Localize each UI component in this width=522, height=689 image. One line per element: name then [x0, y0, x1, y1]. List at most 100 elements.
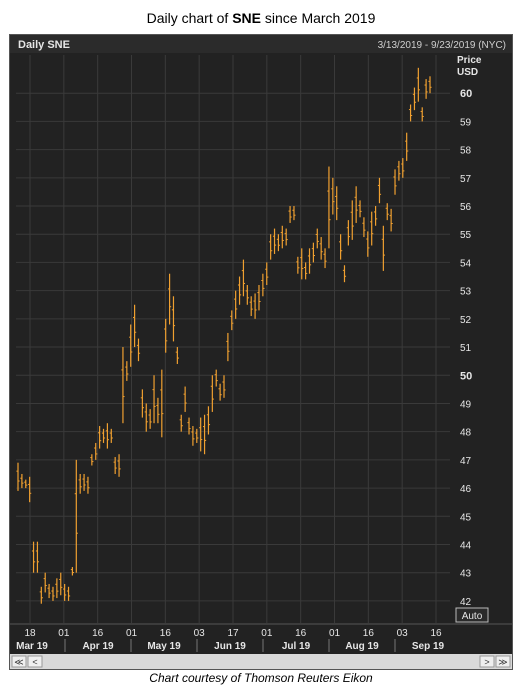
price-bar [389, 208, 393, 232]
price-bar [401, 158, 405, 178]
price-axis-title: Price [457, 55, 482, 66]
price-bar [339, 234, 343, 260]
price-bar [416, 67, 420, 102]
price-bar [63, 583, 67, 601]
price-bar [288, 206, 292, 223]
price-bar [377, 177, 382, 204]
price-bar [78, 473, 82, 494]
price-bar [420, 107, 424, 122]
price-bar [179, 414, 183, 432]
price-bar [366, 231, 370, 257]
price-bars [16, 67, 432, 604]
x-day-tick-label: 01 [58, 628, 70, 639]
chart-header-bar [10, 35, 512, 53]
title-ticker: SNE [232, 10, 261, 26]
price-bar [245, 285, 249, 305]
price-bar [121, 347, 125, 424]
price-bar [16, 462, 20, 491]
price-bar [43, 572, 47, 593]
price-bar [101, 428, 106, 443]
scroll-left-icon: < [32, 657, 37, 667]
y-tick-label: 47 [460, 456, 472, 467]
chart-series-label: Daily SNE [18, 39, 70, 51]
auto-scale-button[interactable]: Auto [455, 607, 489, 623]
x-day-tick-label: 03 [397, 628, 409, 639]
price-axis: 42 43 44 45 46 47 48 49 50 51 52 53 54 55 56 57 58 59 60 [460, 88, 472, 608]
price-bar [202, 414, 207, 455]
price-bar [199, 417, 203, 452]
price-bar [304, 262, 308, 280]
price-bar [335, 186, 339, 221]
price-bar [350, 200, 354, 240]
price-bar [55, 578, 59, 599]
price-bar [20, 473, 24, 489]
price-bar [206, 406, 211, 435]
title-suffix: since March 2019 [260, 10, 376, 26]
price-bar [241, 259, 246, 297]
price-bar [362, 217, 366, 238]
price-bar [152, 375, 156, 424]
y-tick-label: 43 [460, 569, 472, 580]
price-bar [109, 428, 113, 443]
price-bar [370, 211, 374, 246]
x-day-tick-label: 03 [194, 628, 206, 639]
date-axis: 18 01 16 01 16 03 17 01 16 01 16 03 16 Mar 19 Apr 19 Ma… [16, 628, 445, 652]
price-bar [70, 567, 75, 576]
price-bar [164, 318, 168, 353]
y-tick-label: 55 [460, 230, 472, 241]
x-day-tick-label: 17 [227, 628, 239, 639]
x-month-label: Aug 19 [345, 641, 379, 652]
price-bar [31, 541, 36, 573]
price-bar [144, 403, 148, 432]
price-bar [160, 369, 164, 438]
y-tick-label: 57 [460, 174, 472, 185]
x-month-label: May 19 [147, 641, 181, 652]
price-bar [284, 228, 288, 246]
price-bar [331, 177, 335, 215]
price-bar [261, 273, 265, 297]
scroll-left-button[interactable] [27, 655, 43, 668]
y-tick-label: 50 [460, 370, 472, 382]
chart-date-range: 3/13/2019 - 9/23/2019 (NYC) [378, 40, 506, 51]
price-bar [148, 409, 152, 429]
price-bar [354, 186, 358, 223]
price-bar [280, 225, 284, 249]
price-bar [214, 369, 218, 387]
price-bar [272, 228, 277, 254]
scroll-last-button[interactable] [495, 655, 511, 668]
x-day-tick-label: 16 [295, 628, 307, 639]
scrollbar-track[interactable] [10, 654, 512, 669]
price-bar [47, 583, 51, 599]
price-bar [315, 228, 319, 249]
price-axis-unit: USD [457, 67, 478, 78]
price-bar [428, 76, 432, 94]
y-tick-label: 45 [460, 512, 472, 523]
x-day-tick-label: 18 [24, 628, 36, 639]
price-bar [292, 206, 296, 221]
x-month-label: Mar 19 [16, 641, 48, 652]
price-bar [323, 248, 327, 269]
price-bar [249, 296, 253, 317]
y-tick-label: 56 [460, 202, 472, 213]
scrollbar[interactable]: ≪ < > ≫ [10, 654, 512, 669]
price-bar [253, 293, 257, 319]
x-month-label: Jun 19 [214, 641, 246, 652]
ohlc-chart: Daily SNE 3/13/2019 - 9/23/2019 (NYC) 42… [10, 35, 512, 669]
price-bar [385, 203, 389, 221]
price-bar [133, 304, 137, 348]
x-month-label: Apr 19 [82, 641, 114, 652]
x-day-tick-label: 16 [160, 628, 172, 639]
price-bar [113, 457, 117, 474]
price-bar [191, 426, 195, 446]
x-day-tick-label: 01 [261, 628, 273, 639]
scroll-right-button[interactable] [479, 655, 495, 668]
scroll-first-button[interactable] [11, 655, 27, 668]
price-bar [346, 220, 350, 246]
price-bar [296, 256, 300, 274]
x-day-tick-label: 16 [92, 628, 104, 639]
price-bar [269, 234, 273, 260]
price-bar [405, 132, 409, 161]
price-bar [319, 237, 323, 260]
price-bar [276, 234, 281, 252]
price-bar [397, 160, 401, 181]
